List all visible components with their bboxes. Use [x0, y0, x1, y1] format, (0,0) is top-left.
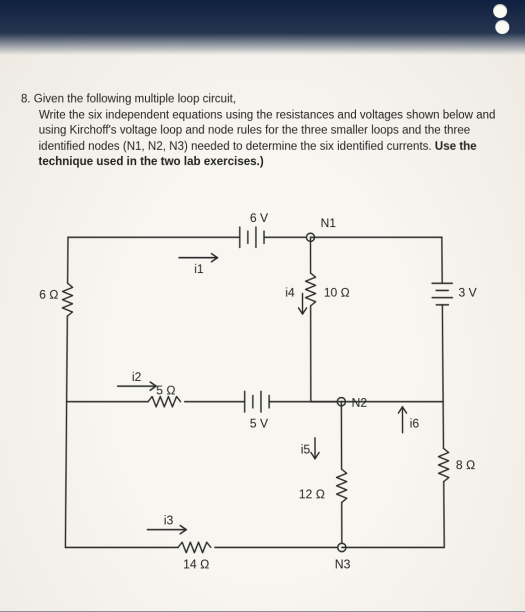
label-i4: i4	[285, 285, 295, 299]
label-i2: i2	[132, 370, 142, 384]
label-r14: 14 Ω	[183, 557, 209, 572]
label-i5: i5	[301, 442, 311, 457]
punch-hole	[493, 4, 507, 18]
punch-hole	[495, 20, 509, 34]
label-r8: 8 Ω	[456, 458, 476, 473]
label-v3: 3 V	[458, 285, 476, 299]
question-line-plain: identified nodes (N1, N2, N3) needed to …	[39, 140, 435, 152]
label-r12: 12 Ω	[299, 487, 325, 502]
label-v6: 6 V	[250, 211, 268, 225]
circuit-diagram: 6 V N1 3 V 6 Ω 10 Ω i4 i1 i2 5 Ω 5 V N2 …	[34, 197, 485, 590]
label-r6: 6 Ω	[39, 287, 58, 301]
question-text: 8. Given the following multiple loop cir…	[20, 92, 505, 170]
label-n3: N3	[335, 557, 351, 572]
question-line: identified nodes (N1, N2, N3) needed to …	[20, 139, 505, 170]
question-line: Write the six independent equations usin…	[21, 108, 505, 124]
question-number: 8.	[21, 93, 31, 105]
label-i6: i6	[410, 416, 420, 431]
binder-shadow	[0, 0, 525, 55]
label-n2: N2	[352, 395, 368, 409]
page-surface: 8. Given the following multiple loop cir…	[0, 0, 525, 612]
label-i3: i3	[164, 513, 174, 528]
label-i1: i1	[194, 262, 204, 276]
label-n1: N1	[321, 216, 337, 230]
label-v5: 5 V	[250, 416, 268, 431]
label-r5: 5 Ω	[156, 383, 175, 397]
label-r10: 10 Ω	[324, 285, 350, 299]
question-line: using Kirchoff's voltage loop and node r…	[21, 124, 505, 140]
question-lead: Given the following multiple loop circui…	[34, 93, 236, 105]
